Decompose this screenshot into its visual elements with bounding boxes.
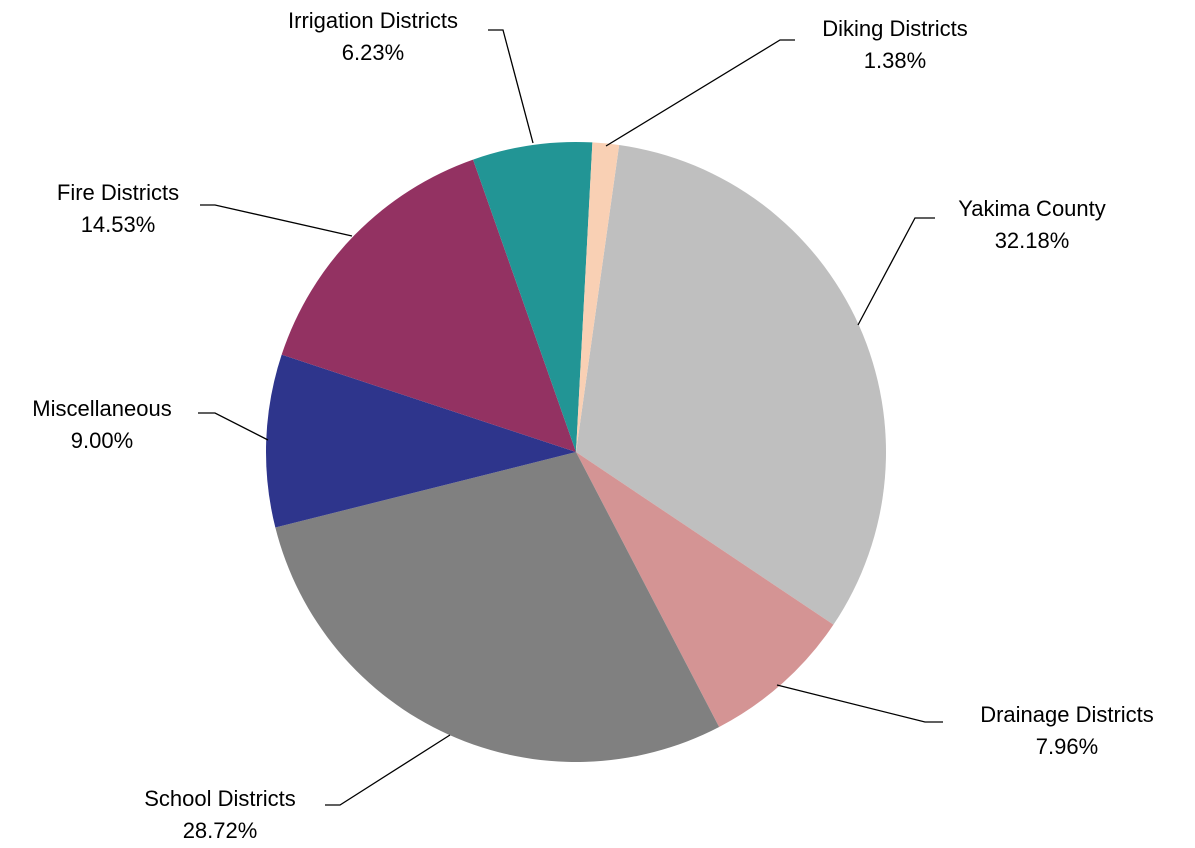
slice-label: School Districts [144, 786, 296, 811]
pie-slice [473, 142, 593, 452]
slice-value-label: 28.72% [183, 818, 258, 843]
slice-value-label: 9.00% [71, 428, 133, 453]
slice-value-label: 32.18% [995, 228, 1070, 253]
slice-label: Yakima County [958, 196, 1106, 221]
leader-line [198, 412, 269, 441]
slice-label: Miscellaneous [32, 396, 171, 421]
pie-slice [281, 159, 576, 452]
slice-value-label: 6.23% [342, 40, 404, 65]
slice-label: Fire Districts [57, 180, 179, 205]
leader-line [605, 39, 795, 147]
leader-line [200, 204, 353, 237]
slice-value-label: 1.38% [864, 48, 926, 73]
pie-slice [576, 145, 887, 625]
leader-line [325, 734, 451, 806]
slice-value-label: 7.96% [1036, 734, 1098, 759]
slice-label: Drainage Districts [980, 702, 1154, 727]
pie-slice [576, 452, 834, 727]
pie-slice [275, 452, 720, 763]
pie-slice [576, 142, 620, 452]
pie-slice [266, 354, 576, 528]
slice-label: Diking Districts [822, 16, 967, 41]
slice-value-label: 14.53% [81, 212, 156, 237]
leader-line [857, 217, 935, 326]
slice-label: Irrigation Districts [288, 8, 458, 33]
leader-line [776, 684, 943, 723]
leader-line [488, 29, 534, 144]
